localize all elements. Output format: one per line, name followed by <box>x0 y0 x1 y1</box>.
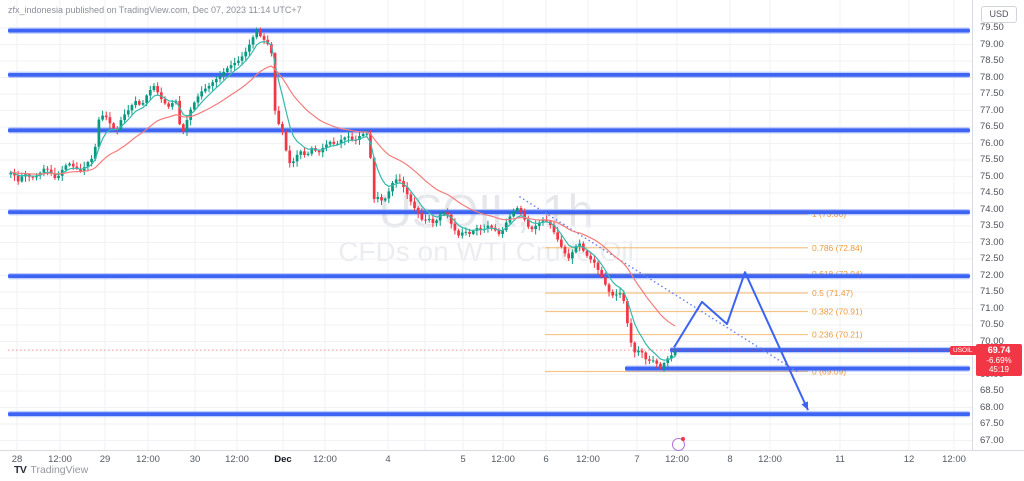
fib-level-label: 0 (69.09) <box>812 367 846 377</box>
support-band <box>8 72 970 77</box>
price-tick: 73.50 <box>980 220 1004 231</box>
candles-layer <box>9 27 677 372</box>
time-tick: 8 <box>727 454 733 465</box>
economic-event-icon[interactable] <box>672 437 685 451</box>
price-tick: 72.50 <box>980 253 1004 264</box>
price-tick: 76.50 <box>980 121 1004 132</box>
time-tick: 12:00 <box>576 454 600 465</box>
fib-level-label: 1 (73.86) <box>812 209 846 219</box>
price-tick: 78.00 <box>980 71 1004 83</box>
time-tick: 12:00 <box>313 454 337 465</box>
tradingview-logo[interactable]: TV TradingView <box>14 464 88 476</box>
time-tick: Dec <box>274 454 292 465</box>
time-tick: 12:00 <box>491 454 515 465</box>
time-tick: 12:00 <box>48 454 72 465</box>
last-price-change: -6.69% <box>986 355 1012 365</box>
time-tick: 6 <box>543 454 549 465</box>
time-tick: 5 <box>460 454 466 465</box>
projection-arrowhead <box>801 401 808 411</box>
time-axis[interactable]: 28 12:00 29 12:00 30 12:00 Dec 12:00 4 5 12:00 6 12:… <box>0 450 1024 467</box>
time-tick: 7 <box>634 454 640 465</box>
tradingview-logo-text: TradingView <box>30 464 89 476</box>
projection-arrow[interactable] <box>673 271 809 411</box>
time-tick: 28 <box>11 454 23 465</box>
last-price-symbol-tag: USOIL <box>950 346 976 355</box>
support-band <box>8 128 970 133</box>
price-tick: 77.00 <box>980 104 1004 116</box>
support-band <box>625 366 970 371</box>
time-tick: 29 <box>99 454 111 465</box>
price-tick: 74.00 <box>980 203 1004 215</box>
time-tick: 12 <box>903 454 915 465</box>
price-tick: 68.00 <box>980 401 1004 413</box>
currency-toggle-button[interactable]: USD <box>981 6 1017 23</box>
time-tick: 12:00 <box>758 454 782 465</box>
price-tick: 68.50 <box>980 385 1004 396</box>
price-tick: 79.00 <box>980 38 1004 50</box>
bar-close-countdown: 45:19 <box>988 365 1010 375</box>
price-tick: 71.00 <box>980 302 1004 314</box>
price-tick: 70.50 <box>980 319 1004 330</box>
price-tick: 71.50 <box>980 286 1004 297</box>
price-tick: 76.00 <box>980 137 1004 149</box>
price-tick: 79.50 <box>980 22 1004 33</box>
price-tick: 67.00 <box>980 434 1004 446</box>
tradingview-logo-mark: TV <box>14 464 27 476</box>
event-alert-dot <box>681 437 685 441</box>
price-tick: 75.50 <box>980 154 1004 165</box>
last-price-value: 69.74 <box>987 345 1011 355</box>
time-tick: 30 <box>189 454 201 465</box>
grid-layer <box>0 0 972 450</box>
time-tick: 11 <box>835 454 845 465</box>
ma-slow-line <box>10 65 676 327</box>
last-price-label: 69.74 -6.69% 45:19 <box>976 344 1022 376</box>
price-tick: 74.50 <box>980 187 1004 198</box>
price-tick: 78.50 <box>980 55 1004 66</box>
price-tick: 70.00 <box>980 335 1004 347</box>
publish-attribution: zfx_indonesia published on TradingView.c… <box>8 5 302 15</box>
fib-level-label: 0.236 (70.21) <box>812 330 863 340</box>
descending-trendline[interactable] <box>519 196 799 373</box>
fib-level-label: 0.618 (72.04) <box>812 269 863 279</box>
time-tick: 12:00 <box>665 454 689 465</box>
support-band <box>8 274 970 279</box>
time-tick: 12:00 <box>136 454 160 465</box>
time-tick: 4 <box>385 454 391 465</box>
price-axis[interactable]: USD 69.74 -6.69% 45:19 79.50 79.00 78.50 78… <box>972 0 1024 450</box>
time-tick: 12:00 <box>942 454 966 465</box>
support-band <box>8 210 970 215</box>
price-tick: 75.00 <box>980 170 1004 182</box>
fib-level-label: 0.786 (72.84) <box>812 243 863 253</box>
support-resistance-bands <box>8 27 970 418</box>
fib-retracement: 1 (73.86) 0.786 (72.84) 0.618 (72.04) 0.5 (… <box>545 209 863 377</box>
time-tick: 12:00 <box>225 454 249 465</box>
fib-level-label: 0.5 (71.47) <box>812 288 853 298</box>
ma-fast-line <box>10 40 676 361</box>
support-band <box>8 412 970 416</box>
price-tick: 77.50 <box>980 88 1004 99</box>
support-band <box>8 28 970 33</box>
fib-level-label: 0.382 (70.91) <box>812 306 863 316</box>
price-tick: 73.00 <box>980 236 1004 248</box>
price-tick: 67.50 <box>980 418 1004 429</box>
price-tick: 72.00 <box>980 269 1004 281</box>
